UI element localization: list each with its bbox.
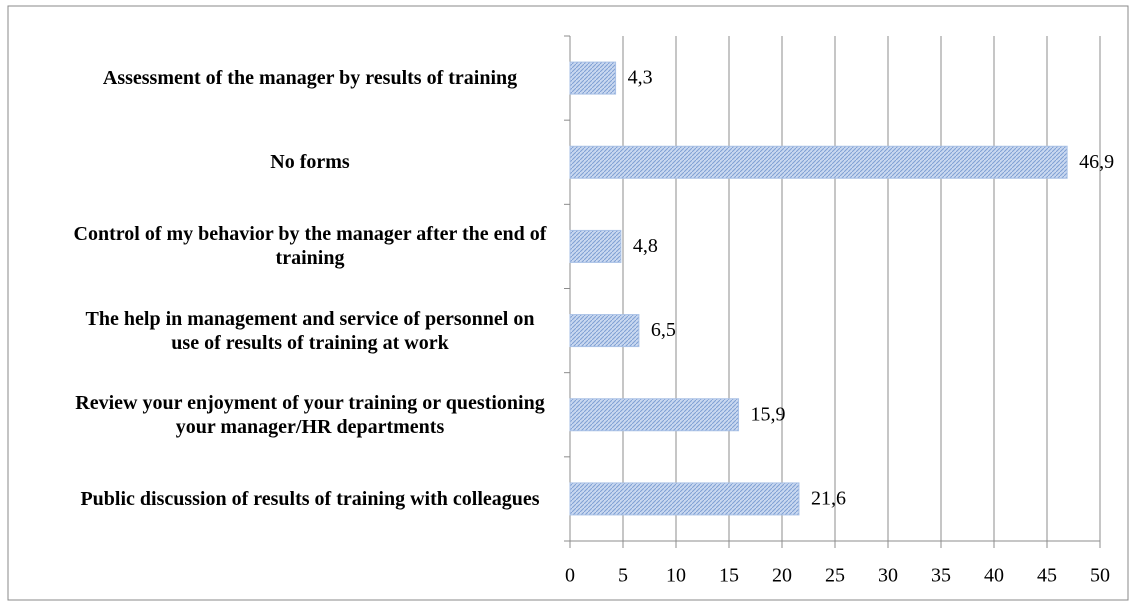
x-tick-label: 25 <box>825 565 845 587</box>
x-tick-label: 10 <box>666 565 686 587</box>
value-label: 4,8 <box>633 235 658 257</box>
x-tick-label: 0 <box>565 565 575 587</box>
x-tick-label: 40 <box>984 565 1004 587</box>
x-tick-label: 20 <box>772 565 792 587</box>
x-tick-label: 15 <box>719 565 739 587</box>
value-label: 15,9 <box>751 403 786 425</box>
bar <box>569 229 622 263</box>
value-label: 21,6 <box>811 488 846 510</box>
bar <box>569 482 800 516</box>
bar <box>569 145 1068 179</box>
x-tick-label: 45 <box>1037 565 1057 587</box>
y-tick-label: The help in management and service of pe… <box>85 307 535 354</box>
x-tick-label: 35 <box>931 565 951 587</box>
value-label: 46,9 <box>1079 151 1114 173</box>
value-label: 4,3 <box>628 67 653 89</box>
y-tick-label: Control of my behavior by the manager af… <box>73 223 547 270</box>
y-tick-label: Public discussion of results of training… <box>80 487 540 510</box>
y-tick-label: Review your enjoyment of your training o… <box>75 391 545 438</box>
x-tick-label: 50 <box>1090 565 1110 587</box>
value-label: 6,5 <box>651 319 676 341</box>
y-tick-label: Assessment of the manager by results of … <box>102 67 518 90</box>
x-tick-label: 30 <box>878 565 898 587</box>
x-tick-label: 5 <box>618 565 628 587</box>
bar <box>569 61 617 95</box>
y-tick-label: No forms <box>270 151 350 174</box>
bar <box>569 314 640 348</box>
bar <box>569 398 740 432</box>
frame <box>7 5 1129 601</box>
